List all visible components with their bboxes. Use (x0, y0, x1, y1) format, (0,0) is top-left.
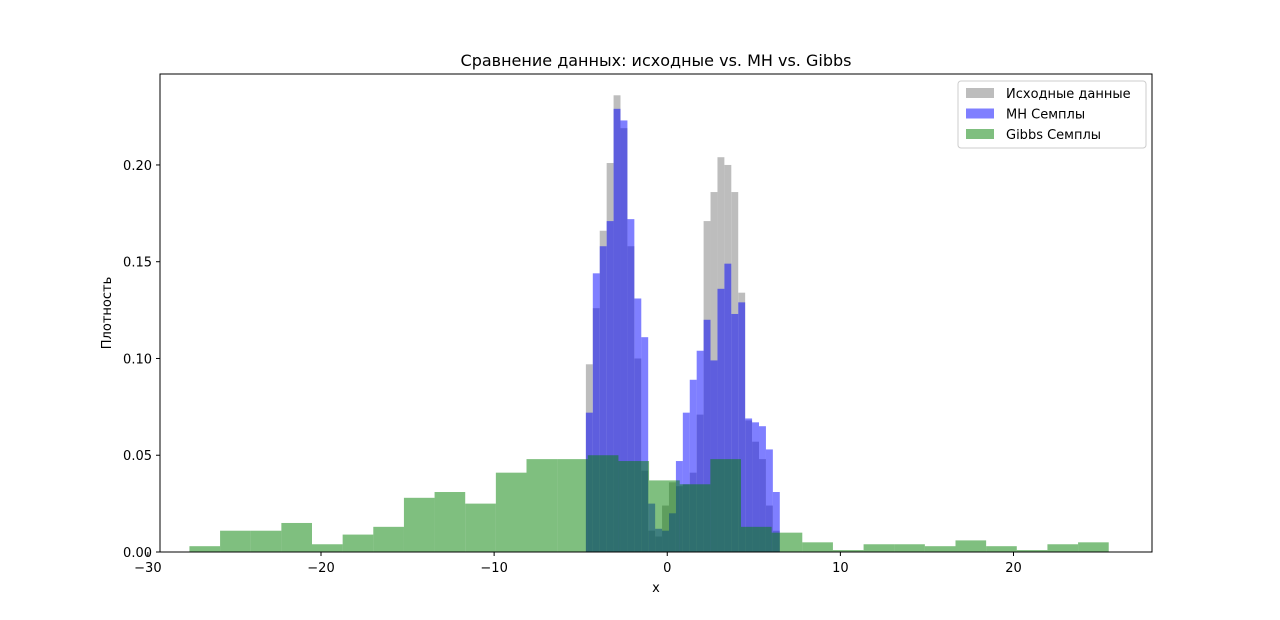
bar (587, 455, 619, 552)
bar (986, 546, 1017, 552)
bar (634, 298, 642, 552)
legend-label: MH Семплы (1006, 108, 1085, 123)
y-tick-label: 0.15 (123, 256, 152, 271)
bar (1078, 542, 1109, 552)
x-tick-label: −30 (134, 561, 161, 576)
y-axis-label: Плотность (100, 277, 115, 349)
bar (641, 337, 649, 552)
bar (620, 120, 628, 552)
bar (220, 530, 251, 552)
x-axis: −30 −20 −10 0 10 20 (134, 552, 1022, 576)
bar (863, 544, 895, 552)
bar (679, 484, 711, 552)
bar (599, 246, 607, 553)
bar (689, 379, 697, 552)
bar (752, 422, 759, 552)
bar (592, 273, 600, 552)
bar (731, 313, 739, 552)
bar (703, 319, 711, 552)
bar (373, 526, 404, 552)
bar (606, 221, 614, 552)
x-tick-label: 20 (1005, 561, 1022, 576)
bar (281, 522, 312, 552)
chart-title: Сравнение данных: исходные vs. MH vs. Gi… (461, 51, 852, 70)
legend-swatch (966, 108, 994, 119)
bar (526, 459, 558, 552)
plot-frame (159, 73, 1153, 553)
bar (802, 542, 833, 552)
bar (1047, 544, 1079, 552)
bar (557, 459, 588, 552)
bar (189, 546, 221, 552)
legend-swatch (966, 129, 994, 139)
bar (495, 472, 527, 552)
bar (894, 544, 925, 552)
y-tick-label: 0.00 (123, 546, 152, 561)
legend-frame (957, 80, 1147, 149)
bar (613, 108, 621, 552)
bar (745, 418, 753, 552)
bars-layer (189, 95, 1109, 553)
bar (618, 461, 650, 552)
bar (649, 480, 680, 552)
bar (738, 302, 746, 552)
bar (342, 534, 374, 552)
bar (696, 350, 704, 552)
legend-label: Исходные данные (1006, 87, 1131, 102)
bar (312, 544, 343, 552)
legend-label: Gibbs Семплы (1006, 128, 1101, 143)
bar (955, 540, 987, 552)
legend-swatch (966, 88, 994, 98)
y-tick-label: 0.10 (123, 352, 152, 367)
legend: Исходные данные MH Семплы Gibbs Семплы (957, 80, 1147, 149)
y-tick-label: 0.05 (123, 449, 152, 464)
y-axis: 0.00 0.05 0.10 0.15 0.20 (123, 159, 160, 561)
x-tick-label: −10 (480, 561, 507, 576)
bar (765, 449, 773, 552)
x-tick-label: −20 (307, 561, 334, 576)
bar (924, 546, 956, 552)
bar (710, 360, 718, 552)
bar (741, 526, 772, 552)
bar (832, 550, 864, 552)
bar (250, 530, 282, 552)
x-tick-label: 10 (832, 561, 849, 576)
y-tick-label: 0.20 (123, 159, 152, 174)
bar (627, 219, 635, 552)
x-axis-label: x (652, 581, 660, 596)
bar (1016, 550, 1048, 552)
bar (772, 492, 780, 552)
bar (771, 532, 803, 552)
bar (717, 288, 725, 552)
bar (759, 426, 766, 552)
series-2 (189, 455, 1109, 552)
x-tick-label: 0 (663, 561, 671, 576)
bar (710, 459, 741, 552)
bar (434, 492, 466, 552)
bar (403, 497, 435, 552)
bar (682, 412, 690, 552)
bar (724, 263, 732, 552)
bar (465, 503, 496, 552)
